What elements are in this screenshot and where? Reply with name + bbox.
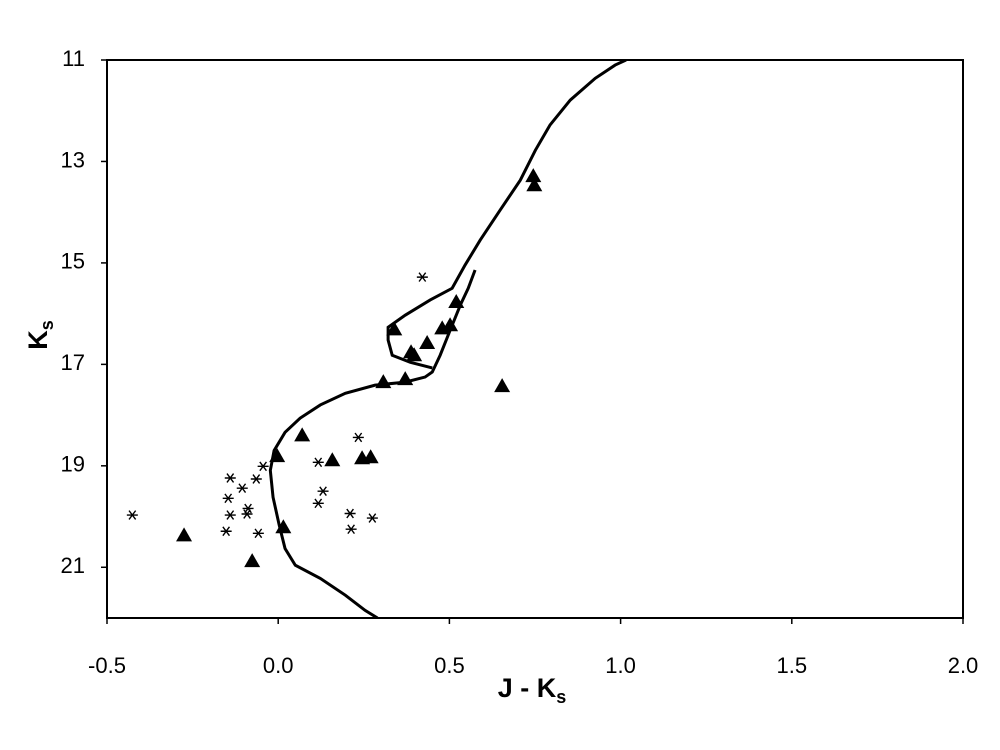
plot-area (126, 60, 627, 618)
triangle-marker (244, 553, 261, 568)
asterisk-marker (224, 510, 236, 520)
asterisk-marker (344, 508, 356, 519)
asterisk-marker (220, 526, 232, 537)
triangle-marker (362, 449, 379, 464)
isochrone-line (386, 60, 627, 370)
x-tick-label: 0.0 (263, 653, 294, 678)
asterisk-marker (257, 461, 269, 472)
asterisk-marker (250, 474, 262, 484)
triangle-marker (275, 519, 292, 534)
plot-frame (106, 59, 964, 619)
asterisk-marker (126, 510, 138, 520)
triangle-marker (294, 427, 311, 442)
triangle-marker (397, 371, 414, 386)
triangle-marker (406, 347, 423, 362)
asterisk-marker (236, 483, 248, 493)
isochrone-line (268, 269, 477, 618)
y-tick-label: 21 (61, 553, 85, 578)
x-tick-label: 1.0 (605, 653, 636, 678)
triangle-marker (448, 293, 465, 308)
triangle-marker (375, 374, 392, 389)
triangle-marker (525, 168, 542, 183)
triangle-marker (324, 452, 341, 467)
asterisk-marker (352, 432, 364, 443)
y-tick-label: 15 (61, 249, 85, 274)
triangle-marker (526, 177, 543, 192)
y-axis-title: Ks (23, 320, 57, 350)
x-tick-label: 0.5 (434, 653, 465, 678)
asterisk-marker (345, 524, 357, 535)
asterisk-marker (222, 493, 234, 504)
x-tick-label: 1.5 (777, 653, 808, 678)
y-tick-label: 19 (61, 452, 85, 477)
asterisk-marker (366, 513, 378, 523)
triangle-marker (386, 321, 403, 336)
x-axis-title: J - Ks (498, 673, 567, 707)
triangle-marker (176, 527, 193, 542)
asterisk-marker (252, 528, 264, 539)
y-tick-label: 11 (62, 46, 85, 71)
y-tick-label: 17 (61, 350, 85, 375)
triangle-marker (419, 335, 436, 350)
triangle-marker (269, 448, 286, 463)
asterisk-marker (317, 486, 329, 497)
asterisk-marker (224, 473, 236, 483)
asterisk-marker (241, 509, 253, 519)
asterisk-marker (312, 457, 324, 468)
triangle-marker (442, 317, 459, 332)
x-tick-label: 2.0 (948, 653, 979, 678)
x-tick-label: -0.5 (88, 653, 126, 678)
asterisk-marker (416, 272, 428, 282)
y-tick-label: 13 (61, 147, 85, 172)
asterisk-marker (312, 498, 324, 509)
triangle-marker (494, 378, 511, 393)
